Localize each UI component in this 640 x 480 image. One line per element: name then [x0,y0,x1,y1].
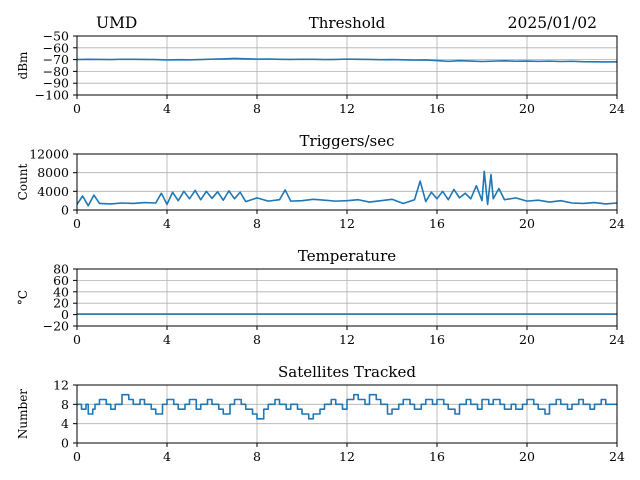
triggers-xtick-label-4: 16 [429,216,445,231]
threshold-ytick-label-2: −70 [43,52,69,67]
temperature-xtick-label-5: 20 [519,332,535,347]
triggers-ytick-label-3: 12000 [29,147,69,162]
triggers-series-line-0 [76,170,618,207]
threshold-ytick-label-1: −60 [43,40,69,55]
satellites-ylabel: Number [16,389,30,439]
triggers-xtick-label-1: 4 [163,216,171,231]
satellites-series-line-0 [77,393,617,420]
satellites-xtick-label-5: 20 [519,449,535,464]
satellites-xtick-label-1: 4 [163,449,171,464]
satellites-ytick-label-0: 0 [61,436,69,451]
temperature-xtick-label-1: 4 [163,332,171,347]
satellites-xtick-label-3: 12 [339,449,355,464]
temperature-ytick-label-0: −20 [43,319,69,334]
temperature-xtick-label-2: 8 [253,332,261,347]
triggers-xtick-label-3: 12 [339,216,355,231]
triggers-panel: 0 4 8 12 16 20 24 0 4000 8000 12000 Triggers/sec Cou… [16,132,625,231]
temperature-ytick-label-5: 80 [53,262,69,277]
threshold-panel: 0 4 8 12 16 20 24 −50−60−70−80−90−100 Threshold d… [16,14,625,116]
satellites-ytick-label-2: 8 [61,397,69,412]
temperature-ytick-label-1: 0 [61,307,69,322]
triggers-ylabel: Count [16,163,30,200]
threshold-ytick-label-4: −90 [43,76,69,91]
triggers-ytick-label-2: 8000 [37,165,69,180]
triggers-title: Triggers/sec [300,132,395,150]
temperature-ytick-label-2: 20 [53,296,69,311]
temperature-title: Temperature [298,247,396,265]
satellites-xtick-label-2: 8 [253,449,261,464]
threshold-xtick-label-0: 0 [73,101,81,116]
temperature-ylabel: °C [16,290,30,305]
triggers-xtick-label-5: 20 [519,216,535,231]
temperature-xtick-label-4: 16 [429,332,445,347]
triggers-xtick-label-0: 0 [73,216,81,231]
satellites-title: Satellites Tracked [278,363,416,381]
threshold-xtick-label-3: 12 [339,101,355,116]
triggers-xtick-label-2: 8 [253,216,261,231]
threshold-ytick-label-5: −100 [35,88,69,103]
satellites-ytick-label-1: 4 [61,416,69,431]
threshold-xtick-label-5: 20 [519,101,535,116]
threshold-series-line-0 [76,57,618,63]
threshold-xtick-label-1: 4 [163,101,171,116]
satellites-xtick-label-6: 24 [609,449,625,464]
satellites-xtick-label-0: 0 [73,449,81,464]
threshold-ytick-label-0: −50 [43,29,69,44]
threshold-ytick-label-3: −80 [43,64,69,79]
triggers-xtick-label-6: 24 [609,216,625,231]
temperature-ytick-label-3: 40 [53,284,69,299]
satellites-xtick-label-4: 16 [429,449,445,464]
satellites-ytick-label-3: 12 [53,378,69,393]
triggers-ytick-label-1: 4000 [37,184,69,199]
temperature-xtick-label-6: 24 [609,332,625,347]
threshold-xtick-label-6: 24 [609,101,625,116]
threshold-title: Threshold [309,14,386,32]
satellites-panel: 0 4 8 12 16 20 24 0 4 8 12 Satellites Tracked Number [16,363,625,464]
triggers-ytick-label-0: 0 [61,203,69,218]
temperature-xtick-label-0: 0 [73,332,81,347]
date-label: 2025/01/02 [508,14,597,32]
temperature-xtick-label-3: 12 [339,332,355,347]
threshold-xtick-label-4: 16 [429,101,445,116]
site-label: UMD [96,14,137,32]
temperature-ytick-label-4: 60 [53,273,69,288]
threshold-xtick-label-2: 8 [253,101,261,116]
threshold-ylabel: dBm [16,51,30,80]
